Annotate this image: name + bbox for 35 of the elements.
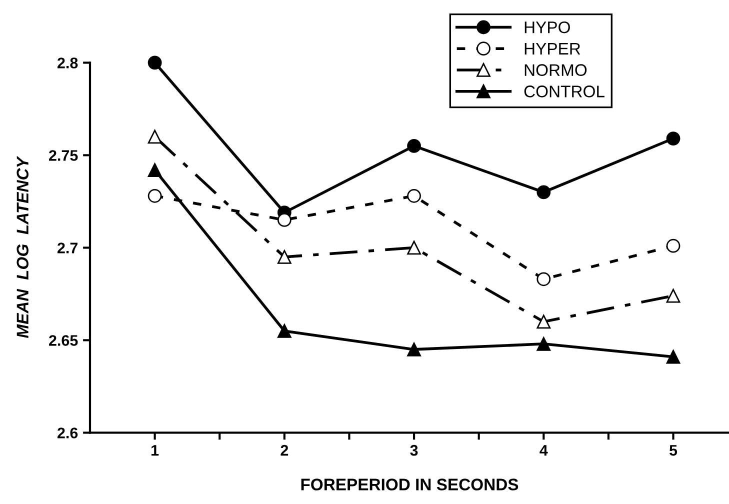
point xyxy=(148,188,162,203)
x-tick-label: 1 xyxy=(152,445,159,456)
point xyxy=(407,188,421,203)
x-axis-title: FOREPERIOD IN SECONDS xyxy=(301,478,518,490)
point xyxy=(277,250,292,264)
x-tick-label: 4 xyxy=(540,445,548,456)
point xyxy=(407,342,421,356)
legend-label: CONTROL xyxy=(524,86,604,98)
y-tick-label: 2.6 xyxy=(57,428,78,438)
point xyxy=(536,314,551,329)
legend-label: HYPER xyxy=(524,42,580,54)
point xyxy=(666,132,680,146)
y-tick-label: 2.7 xyxy=(57,242,78,254)
x-tick-label: 2 xyxy=(280,444,288,456)
point xyxy=(536,336,551,351)
y-tick-label: 2.65 xyxy=(48,335,78,346)
x-tick-label: 5 xyxy=(669,445,678,456)
point xyxy=(148,163,162,177)
point xyxy=(148,56,162,70)
point xyxy=(666,288,680,303)
y-axis-title: MEAN LOG LATENCY xyxy=(16,156,28,338)
legend-label: NORMO xyxy=(524,64,587,76)
point xyxy=(148,130,162,144)
x-tick-label: 3 xyxy=(410,444,418,456)
point xyxy=(536,185,551,200)
legend-label: HYPO xyxy=(524,21,570,34)
point xyxy=(666,350,680,364)
point xyxy=(277,213,292,227)
point xyxy=(407,240,421,255)
point xyxy=(536,272,551,286)
y-tick-label: 2.75 xyxy=(48,150,78,161)
point xyxy=(666,238,680,253)
y-tick-label: 2.8 xyxy=(57,58,78,68)
point xyxy=(277,324,292,338)
point xyxy=(407,139,421,153)
